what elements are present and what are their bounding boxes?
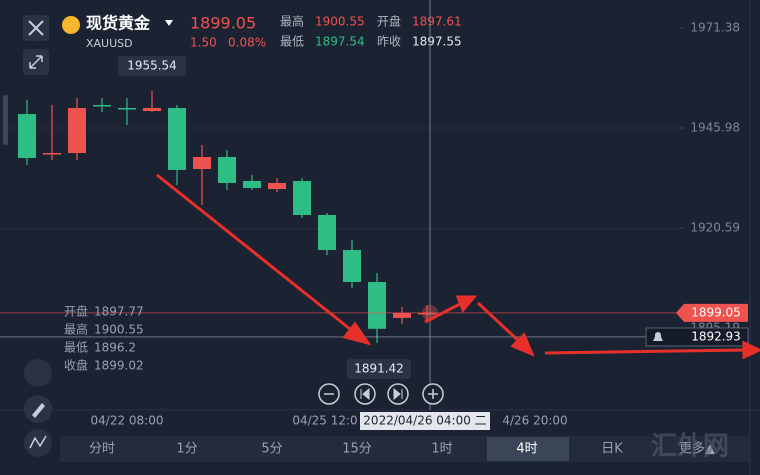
ohlc-value: 1900.55 xyxy=(94,323,144,337)
high: 1900.55 xyxy=(315,15,365,29)
change-pct: 0.08% xyxy=(228,36,266,50)
candle-body xyxy=(418,312,436,315)
tab-label[interactable]: 15分 xyxy=(342,442,372,457)
crosshair-x-box xyxy=(360,412,490,430)
ohlc-label: 最高 xyxy=(64,322,88,337)
y-tick-label: 1971.38 xyxy=(690,21,740,35)
ohlc-label: 最低 xyxy=(64,341,88,355)
pen-icon xyxy=(32,403,45,418)
close-icon xyxy=(28,20,44,36)
toolbar xyxy=(60,436,750,462)
candle-body xyxy=(218,156,236,183)
symbol-name: 现货黄金 xyxy=(86,14,151,33)
watermark: 汇外网 xyxy=(651,432,729,462)
x-tick-label: 04/22 08:00 xyxy=(91,414,164,428)
low: 1897.54 xyxy=(315,35,365,49)
candle-body xyxy=(118,107,136,110)
low-callout-box xyxy=(347,359,411,379)
gold-icon xyxy=(62,16,80,34)
scroll-handle[interactable] xyxy=(3,95,8,145)
high-callout: 1955.54 xyxy=(127,59,177,73)
high-callout-box xyxy=(118,56,186,76)
change: 1.50 xyxy=(190,36,217,50)
candle-body xyxy=(193,156,211,170)
annotation-arrows xyxy=(156,173,760,360)
symbol-code: XAUUSD xyxy=(86,37,133,50)
high-label: 最高 xyxy=(280,14,304,29)
prev: 1897.55 xyxy=(412,35,462,49)
ohlc-label: 开盘 xyxy=(64,304,88,319)
x-tick-label: 4/26 20:00 xyxy=(502,414,567,428)
candle-body xyxy=(318,215,336,251)
candle-body xyxy=(368,281,386,329)
active-tab xyxy=(487,437,569,461)
indicator-button[interactable] xyxy=(24,359,52,387)
crosshair-x-label: 2022/04/26 04:00 二 xyxy=(363,414,486,428)
candle-body xyxy=(293,181,311,216)
candle-body xyxy=(168,107,186,170)
price: 1899.05 xyxy=(190,14,256,33)
tab-label[interactable]: 4时 xyxy=(516,442,537,457)
tab-label[interactable]: 日K xyxy=(601,442,623,457)
zoom-controls xyxy=(318,383,444,405)
candle-body xyxy=(393,312,411,318)
candle-body xyxy=(268,182,286,190)
ohlc-value: 1897.77 xyxy=(94,305,144,319)
candle-body xyxy=(68,107,86,154)
ohlc-value: 1899.02 xyxy=(94,359,144,373)
candle-body xyxy=(43,153,61,155)
ohlc-value: 1896.2 xyxy=(94,341,136,355)
low-callout: 1891.42 xyxy=(354,362,404,376)
price-badge xyxy=(645,327,749,347)
prev-label: 昨收 xyxy=(377,35,401,49)
candle-body xyxy=(143,107,161,111)
open: 1897.61 xyxy=(412,15,462,29)
timeframe-tabs: 分时 1分 5分 15分 1时 4时 日K 更多▲ xyxy=(89,437,715,461)
price-badge-label: 1899.05 xyxy=(691,305,741,319)
candle-body xyxy=(343,250,361,282)
candle-body xyxy=(243,181,261,188)
chart-type-icon xyxy=(29,435,47,449)
tab-label[interactable]: 1分 xyxy=(176,442,197,457)
tab-label[interactable]: 分时 xyxy=(89,442,115,457)
dropdown-arrow[interactable] xyxy=(165,20,173,26)
tab-label[interactable]: 5分 xyxy=(261,442,282,457)
y-tick-label: 1945.98 xyxy=(690,121,740,135)
candle-body xyxy=(18,114,36,159)
candle-body xyxy=(93,105,111,107)
x-tick-label: 04/25 12:0 xyxy=(292,414,357,428)
tab-label[interactable]: 1时 xyxy=(431,442,452,457)
open-label: 开盘 xyxy=(377,14,401,29)
tab-label[interactable]: 更多▲ xyxy=(679,441,715,457)
price-badge-label: 1892.93 xyxy=(691,329,741,343)
expand-icon xyxy=(29,55,43,69)
price-badge xyxy=(676,303,748,322)
low-label: 最低 xyxy=(280,35,304,49)
y-tick-label: 1920.59 xyxy=(690,221,740,235)
ohlc-label: 收盘 xyxy=(64,358,88,373)
plot: 1971.381945.981920.591895.191955.541891.… xyxy=(0,21,749,430)
bell-icon xyxy=(653,331,663,341)
